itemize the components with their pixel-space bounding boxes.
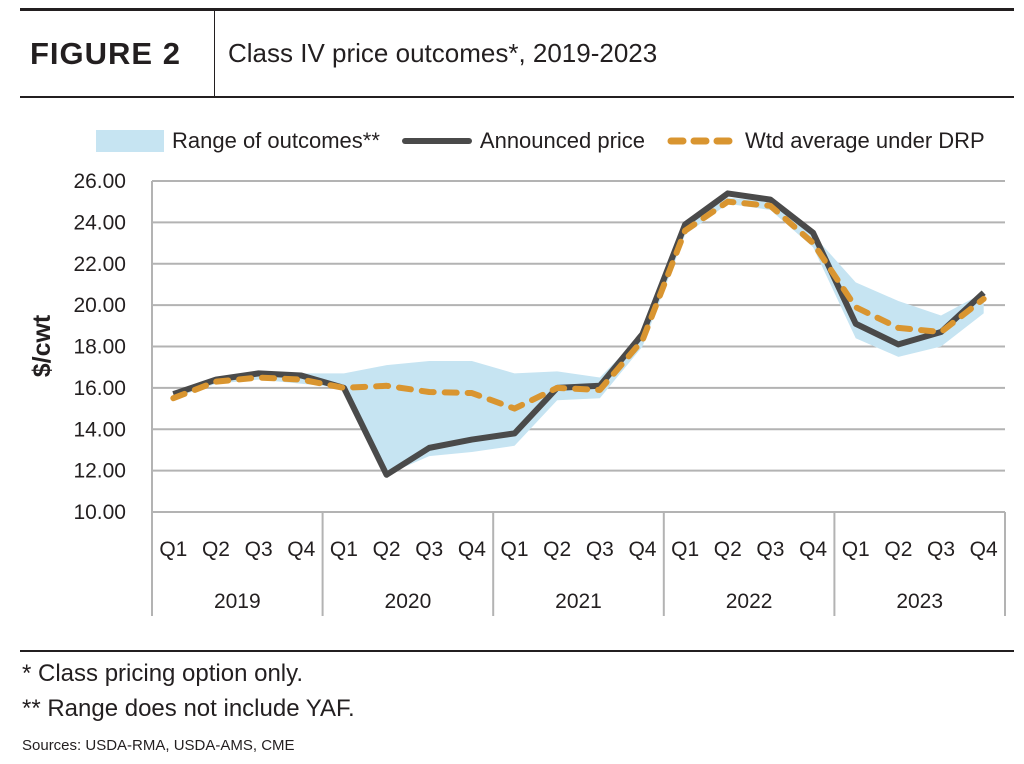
y-tick-label: 18.00 (73, 336, 126, 359)
x-tick-year: 2022 (726, 590, 773, 613)
x-tick-quarter: Q4 (799, 538, 827, 561)
legend-label-wtd: Wtd average under DRP (745, 128, 985, 153)
sources: Sources: USDA-RMA, USDA-AMS, CME (22, 737, 295, 754)
y-tick-label: 26.00 (73, 170, 126, 193)
x-tick-quarter: Q2 (202, 538, 230, 561)
y-tick-label: 22.00 (73, 253, 126, 276)
x-tick-quarter: Q3 (756, 538, 784, 561)
y-tick-label: 14.00 (73, 418, 126, 441)
x-tick-quarter: Q2 (714, 538, 742, 561)
x-tick-quarter: Q1 (330, 538, 358, 561)
range-area (173, 197, 984, 475)
header-divider (214, 11, 215, 96)
x-tick-year: 2021 (555, 590, 602, 613)
x-tick-quarter: Q3 (586, 538, 614, 561)
legend-swatch-wtd (667, 137, 737, 145)
y-tick-label: 24.00 (73, 211, 126, 234)
chart-title: Class IV price outcomes*, 2019-2023 (228, 38, 658, 68)
y-tick-label: 20.00 (73, 294, 126, 317)
x-tick-quarter: Q1 (671, 538, 699, 561)
legend-label-range: Range of outcomes** (172, 128, 380, 153)
legend: Range of outcomes** Announced price Wtd … (96, 128, 985, 154)
x-tick-quarter: Q4 (628, 538, 656, 561)
x-tick-quarter: Q4 (458, 538, 486, 561)
x-tick-quarter: Q3 (927, 538, 955, 561)
x-tick-year: 2020 (385, 590, 432, 613)
x-tick-quarter: Q2 (884, 538, 912, 561)
x-tick-quarter: Q1 (842, 538, 870, 561)
footnote-1: * Class pricing option only. (22, 660, 304, 687)
y-tick-label: 12.00 (73, 460, 126, 483)
header-rule (20, 96, 1014, 98)
x-tick-quarter: Q4 (287, 538, 315, 561)
x-tick-quarter: Q1 (159, 538, 187, 561)
footnote-2: ** Range does not include YAF. (22, 695, 355, 722)
legend-swatch-announced (401, 138, 472, 144)
x-tick-quarter: Q2 (543, 538, 571, 561)
bottom-rule (20, 650, 1014, 652)
figure-label: FIGURE 2 (30, 36, 181, 71)
y-tick-label: 10.00 (73, 501, 126, 524)
x-tick-year: 2019 (214, 590, 261, 613)
x-tick-quarter: Q2 (373, 538, 401, 561)
x-tick-quarter: Q3 (245, 538, 273, 561)
legend-swatch-range (96, 130, 164, 152)
x-tick-quarter: Q4 (970, 538, 998, 561)
legend-label-announced: Announced price (479, 128, 646, 153)
y-tick-label: 16.00 (73, 377, 126, 400)
x-tick-quarter: Q3 (415, 538, 443, 561)
wtd-average-line (170, 198, 987, 412)
x-tick-quarter: Q1 (501, 538, 529, 561)
top-rule (20, 8, 1014, 11)
y-axis-label: $/cwt (28, 314, 56, 377)
x-tick-year: 2023 (896, 590, 943, 613)
